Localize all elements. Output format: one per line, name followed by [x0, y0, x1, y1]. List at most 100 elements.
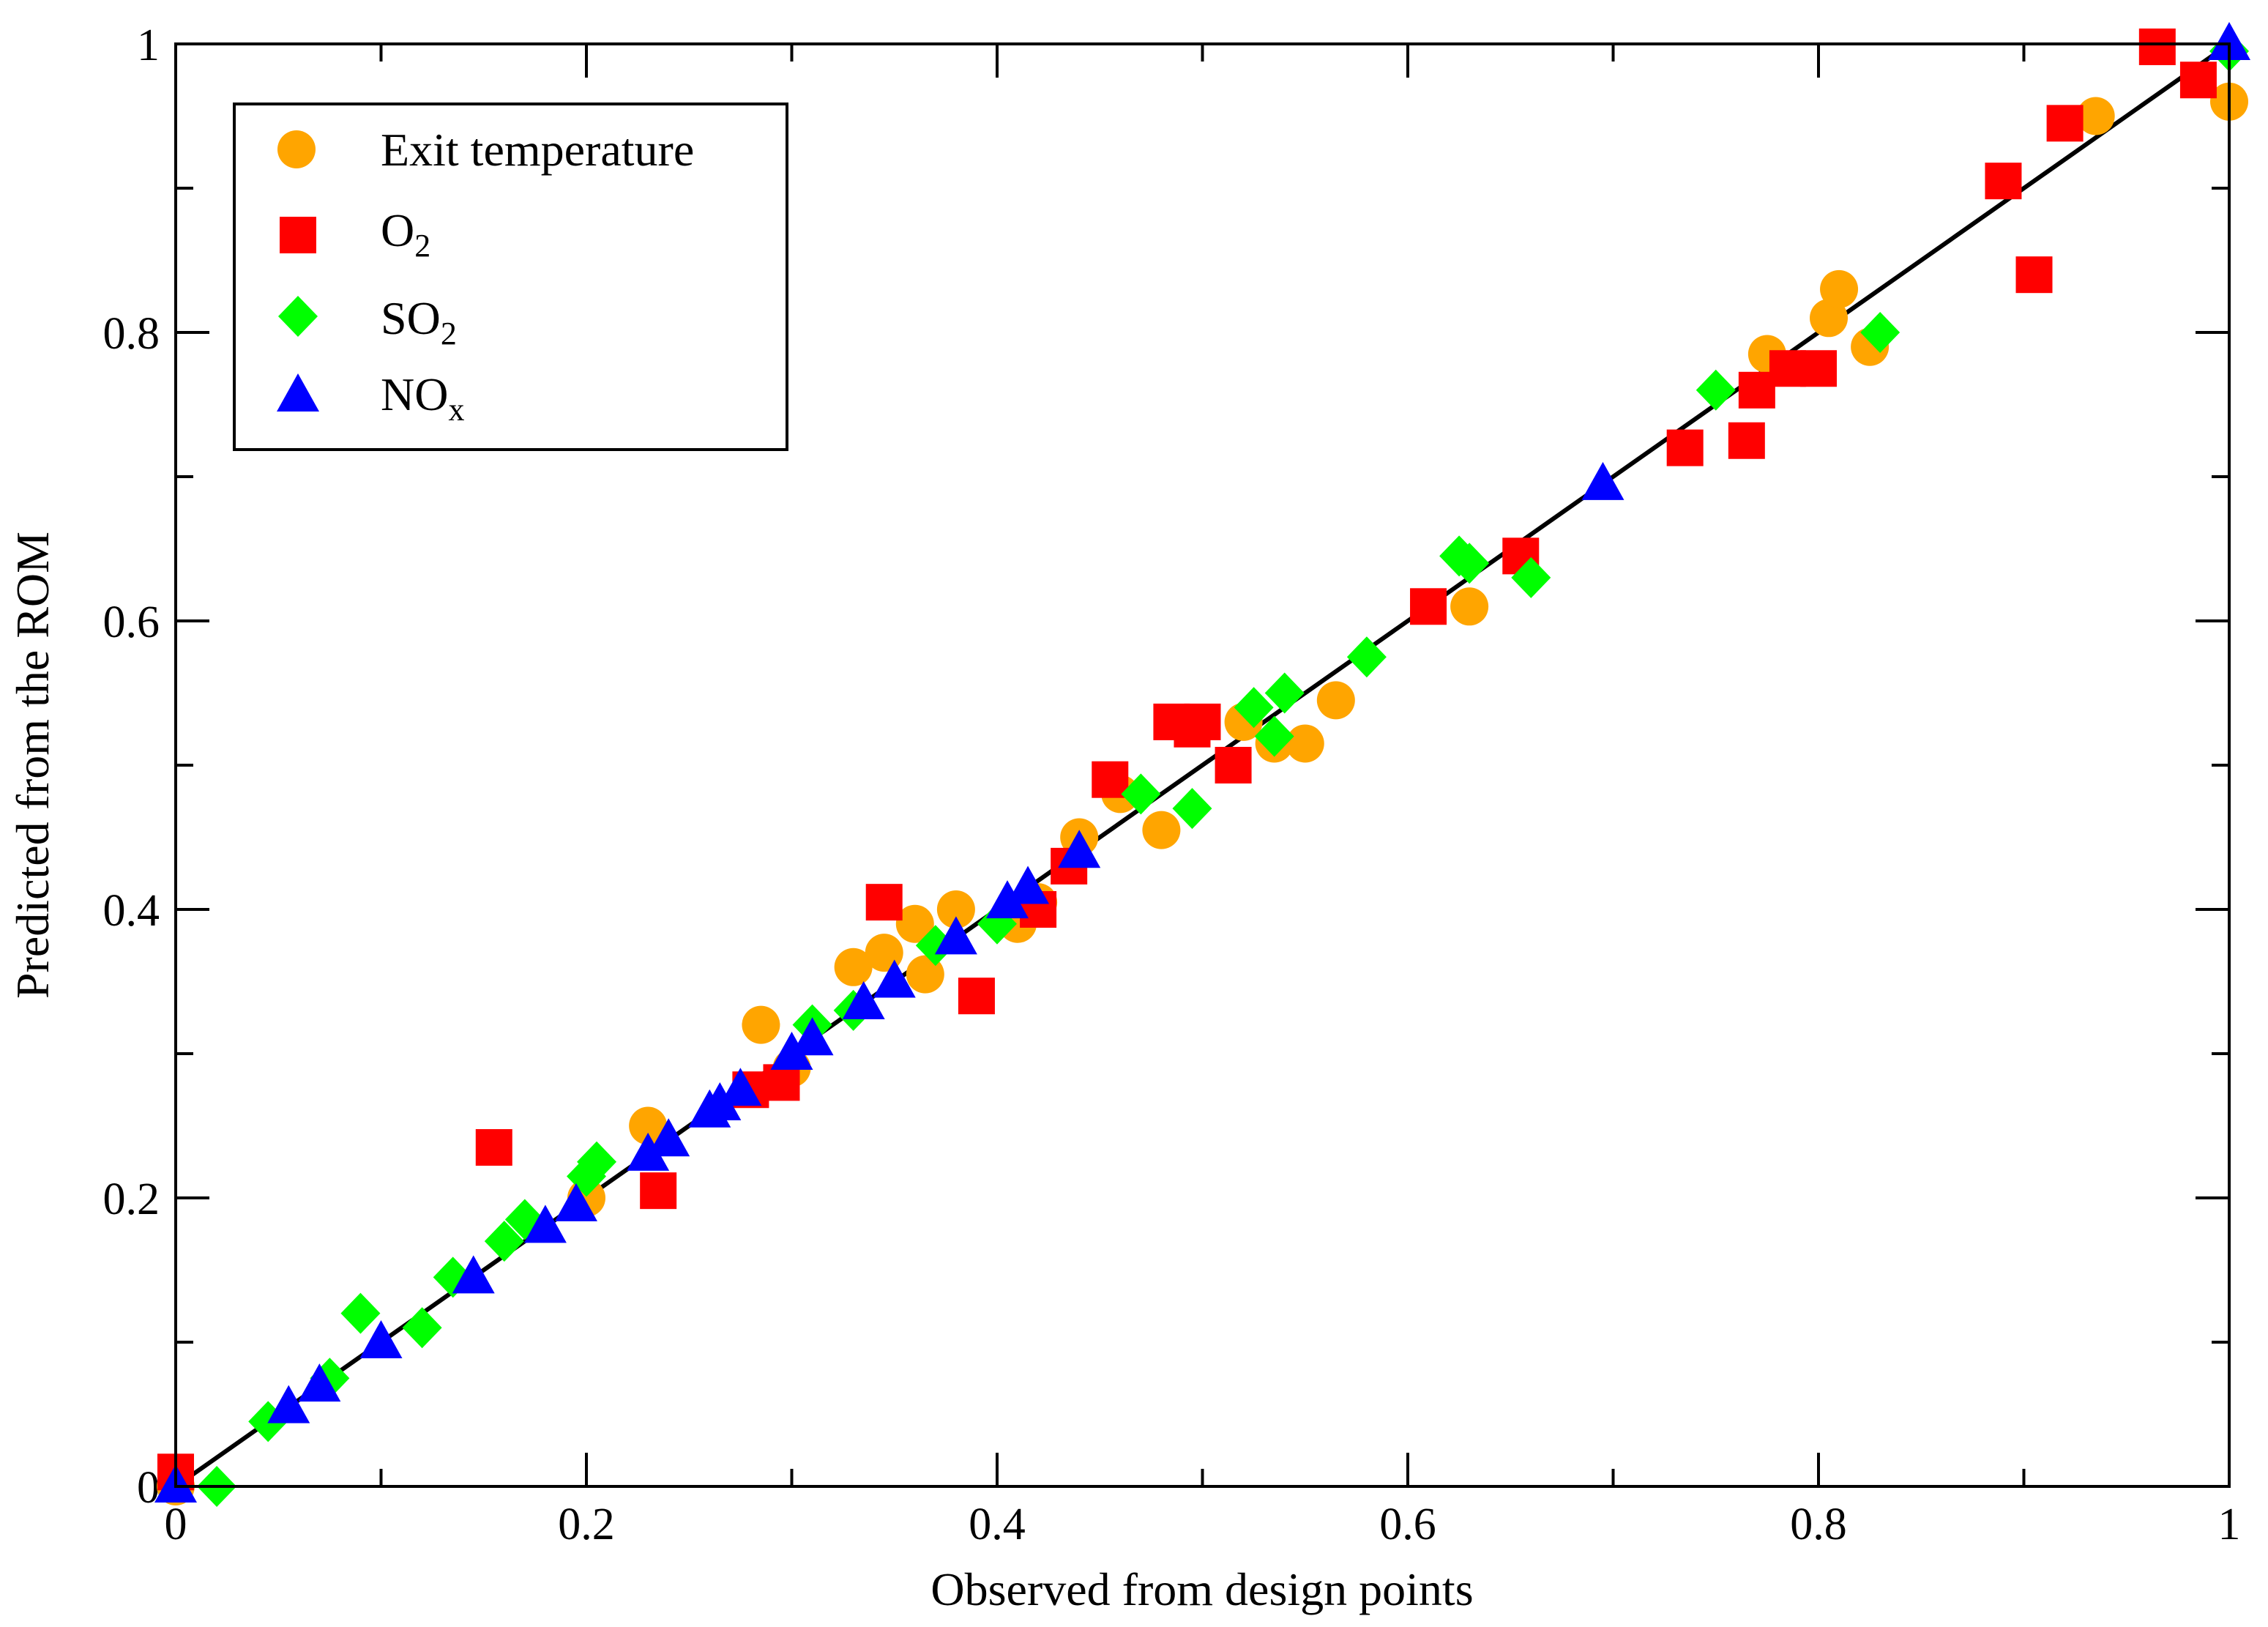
y-tick-label: 1	[137, 21, 160, 70]
legend-label-o2-base: O	[381, 204, 414, 256]
legend-label-exit-temperature: Exit temperature	[381, 124, 694, 176]
point-exit-temperature	[1820, 269, 1859, 308]
point-so2	[1172, 788, 1212, 830]
point-nox	[873, 959, 916, 998]
point-nox	[934, 916, 977, 955]
point-so2	[1860, 312, 1900, 353]
point-o2	[1215, 747, 1252, 783]
x-axis-title: Observed from design points	[930, 1563, 1473, 1615]
point-exit-temperature	[1286, 724, 1324, 763]
point-o2	[1800, 350, 1837, 387]
point-so2	[1254, 715, 1294, 757]
y-tick-label: 0.8	[103, 309, 160, 359]
point-o2	[2046, 105, 2084, 142]
point-o2	[1728, 422, 1765, 459]
point-so2	[484, 1221, 524, 1262]
y-axis-title: Predicted from the ROM	[7, 532, 59, 999]
point-so2	[1264, 672, 1305, 714]
point-exit-temperature	[1142, 811, 1181, 849]
legend-marker-nox	[277, 373, 319, 412]
point-nox	[359, 1320, 403, 1358]
point-nox	[627, 1132, 670, 1171]
point-o2	[1666, 429, 1704, 466]
x-tick-label: 0.4	[969, 1500, 1026, 1549]
point-nox	[1058, 830, 1101, 868]
x-tick-label: 1	[2218, 1500, 2241, 1549]
point-nox	[1007, 865, 1050, 904]
y-tick-label: 0.6	[103, 597, 160, 647]
x-tick-labels: 0 0.2 0.4 0.6 0.8 1	[165, 1500, 2241, 1549]
point-o2	[2138, 28, 2176, 65]
y-tick-label: 0.2	[103, 1174, 160, 1224]
point-exit-temperature	[834, 947, 873, 986]
point-nox	[554, 1183, 597, 1221]
y-tick-label: 0.4	[103, 886, 160, 936]
point-exit-temperature	[936, 890, 975, 928]
point-o2	[958, 978, 995, 1015]
point-nox	[452, 1255, 495, 1294]
point-o2	[2015, 256, 2053, 294]
data-points	[154, 22, 2250, 1507]
point-nox	[770, 1032, 813, 1070]
point-nox	[298, 1363, 341, 1402]
point-so2	[1450, 543, 1490, 584]
point-nox	[523, 1205, 567, 1243]
point-so2	[1696, 369, 1736, 411]
y-tick-label: 0	[137, 1463, 160, 1513]
point-o2	[1738, 371, 1775, 409]
point-o2	[640, 1172, 677, 1210]
point-so2	[577, 1141, 617, 1183]
point-nox	[698, 1081, 742, 1120]
legend-label-nox-subscript: x	[448, 392, 464, 428]
point-nox	[842, 981, 885, 1020]
point-exit-temperature	[629, 1106, 668, 1145]
point-o2	[1092, 761, 1129, 798]
point-o2	[475, 1129, 512, 1166]
point-exit-temperature	[2076, 97, 2115, 135]
point-nox	[1581, 461, 1624, 500]
point-o2	[763, 1064, 800, 1101]
point-exit-temperature	[742, 1005, 780, 1044]
legend-label-o2: O2	[381, 204, 430, 264]
legend-box	[233, 103, 788, 451]
plot-frame	[174, 42, 2231, 1488]
legend-label-nox: NOx	[381, 368, 464, 428]
legend-label-so2-base: SO	[381, 292, 441, 344]
point-so2	[1346, 636, 1387, 678]
point-nox	[719, 1068, 762, 1106]
point-nox	[986, 880, 1029, 919]
x-tick-label: 0.2	[558, 1500, 615, 1549]
point-so2	[1511, 556, 1551, 598]
legend-label-so2-subscript: 2	[441, 316, 457, 351]
point-exit-temperature	[895, 904, 934, 943]
point-nox	[267, 1385, 310, 1423]
legend-marker-so2	[278, 296, 318, 337]
series-3	[154, 22, 2250, 1503]
legend-label-nox-base: NO	[381, 368, 448, 420]
x-tick-label: 0	[165, 1500, 187, 1549]
point-o2	[1985, 163, 2022, 200]
point-so2	[402, 1307, 442, 1349]
point-nox	[647, 1118, 690, 1157]
point-nox	[791, 1017, 834, 1056]
point-so2	[340, 1292, 381, 1334]
point-so2	[915, 925, 955, 967]
point-so2	[1121, 773, 1161, 815]
point-o2	[2179, 62, 2217, 99]
point-o2	[1184, 703, 1221, 740]
point-exit-temperature	[1810, 299, 1849, 338]
y-tick-labels: 0 0.2 0.4 0.6 0.8 1	[103, 21, 160, 1513]
point-o2	[1769, 350, 1806, 387]
point-o2	[1410, 588, 1447, 625]
point-exit-temperature	[1316, 681, 1355, 720]
x-tick-label: 0.8	[1790, 1500, 1847, 1549]
point-exit-temperature	[1450, 587, 1489, 626]
legend-marker-exit-temperature	[277, 130, 316, 168]
legend: Exit temperature O2 SO2 NOx	[233, 103, 788, 451]
point-nox	[2208, 22, 2250, 60]
point-o2	[865, 884, 903, 921]
legend-label-o2-subscript: 2	[414, 228, 430, 264]
point-so2	[1234, 687, 1274, 729]
x-tick-label: 0.6	[1379, 1500, 1436, 1549]
